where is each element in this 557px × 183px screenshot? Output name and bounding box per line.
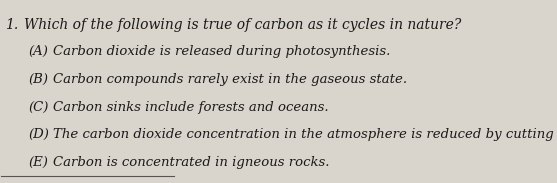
Text: (D): (D) bbox=[28, 128, 49, 141]
Text: The carbon dioxide concentration in the atmosphere is reduced by cutting trees.: The carbon dioxide concentration in the … bbox=[53, 128, 557, 141]
Text: Carbon sinks include forests and oceans.: Carbon sinks include forests and oceans. bbox=[53, 100, 329, 113]
Text: (C): (C) bbox=[28, 100, 48, 113]
Text: (B): (B) bbox=[28, 73, 48, 86]
Text: (A): (A) bbox=[28, 45, 48, 58]
Text: Carbon is concentrated in igneous rocks.: Carbon is concentrated in igneous rocks. bbox=[53, 156, 330, 169]
Text: Carbon dioxide is released during photosynthesis.: Carbon dioxide is released during photos… bbox=[53, 45, 390, 58]
Text: 1.: 1. bbox=[5, 18, 18, 32]
Text: Which of the following is true of carbon as it cycles in nature?: Which of the following is true of carbon… bbox=[25, 18, 462, 32]
Text: Carbon compounds rarely exist in the gaseous state.: Carbon compounds rarely exist in the gas… bbox=[53, 73, 407, 86]
Text: (E): (E) bbox=[28, 156, 48, 169]
